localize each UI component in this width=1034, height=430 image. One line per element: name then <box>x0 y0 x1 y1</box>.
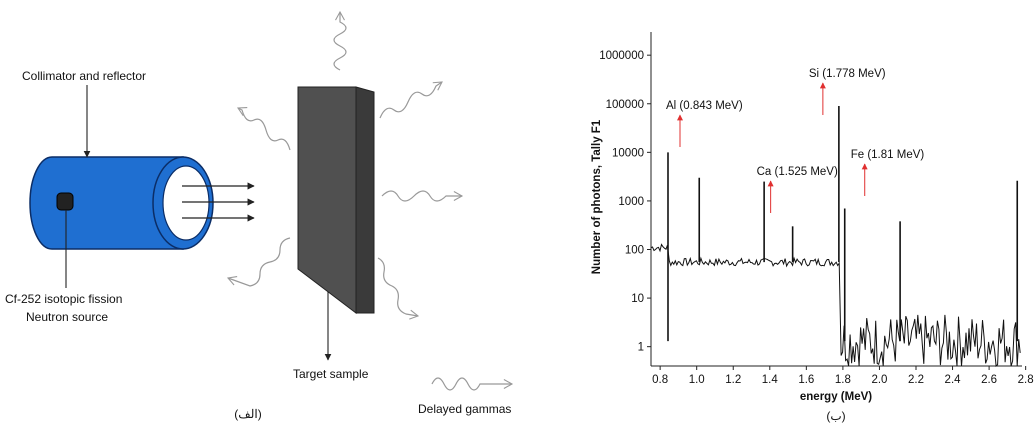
x-axis-title: energy (MeV) <box>800 391 872 403</box>
y-tick-label: 100000 <box>606 99 644 111</box>
x-tick-label: 1.6 <box>798 374 814 386</box>
y-tick-label: 100 <box>625 245 644 257</box>
x-tick-label: 2.4 <box>945 374 962 386</box>
y-tick-label: 1000000 <box>599 50 644 62</box>
y-tick-label: 1 <box>638 342 644 354</box>
x-tick-label: 2.6 <box>981 374 997 386</box>
target-sample-slab <box>297 86 375 315</box>
peak-annotation-label: Fe (1.81 MeV) <box>851 149 925 161</box>
x-tick-label: 1.4 <box>762 374 779 386</box>
x-tick-label: 0.8 <box>652 374 668 386</box>
peak-annotation-label: Si (1.778 MeV) <box>809 68 886 80</box>
neutron-beam-arrows <box>182 182 255 222</box>
source-label-line1: Cf-252 isotopic fission <box>5 292 122 306</box>
collimator-cylinder <box>29 156 214 250</box>
x-tick-label: 1.2 <box>725 374 741 386</box>
photon-spectrum-chart: 1 10 100 1000 10000 100000 1000000 0.8 1.0 1.2 1.… <box>591 32 1034 423</box>
x-tick-label: 2.8 <box>1018 374 1034 386</box>
chart-caption: (ب) <box>826 409 845 423</box>
spectrum-line <box>650 243 1021 368</box>
peak-annotation-label: Al (0.843 MeV) <box>666 100 743 112</box>
x-tick-label: 1.8 <box>835 374 851 386</box>
x-tick-label: 1.0 <box>689 374 705 386</box>
peak-annotation-label: Ca (1.525 MeV) <box>757 166 838 178</box>
x-tick-label: 2.0 <box>871 374 887 386</box>
y-tick-label: 10000 <box>612 147 644 159</box>
y-axis-title: Number of photons, Tally F1 <box>591 119 603 274</box>
gammas-label: Delayed gammas <box>418 402 511 416</box>
source-label-line2: Neutron source <box>26 310 108 324</box>
y-tick-label: 10 <box>631 293 644 305</box>
gamma-ray-squiggles <box>226 10 514 391</box>
neutron-activation-diagram: Collimator and reflector Cf-252 isotopic… <box>5 10 514 421</box>
target-label: Target sample <box>293 367 369 381</box>
collimator-label: Collimator and reflector <box>22 69 146 83</box>
diagram-caption: (الف) <box>234 407 261 421</box>
neutron-source-pellet <box>56 192 74 211</box>
y-tick-label: 1000 <box>618 196 644 208</box>
x-tick-label: 2.2 <box>908 374 924 386</box>
